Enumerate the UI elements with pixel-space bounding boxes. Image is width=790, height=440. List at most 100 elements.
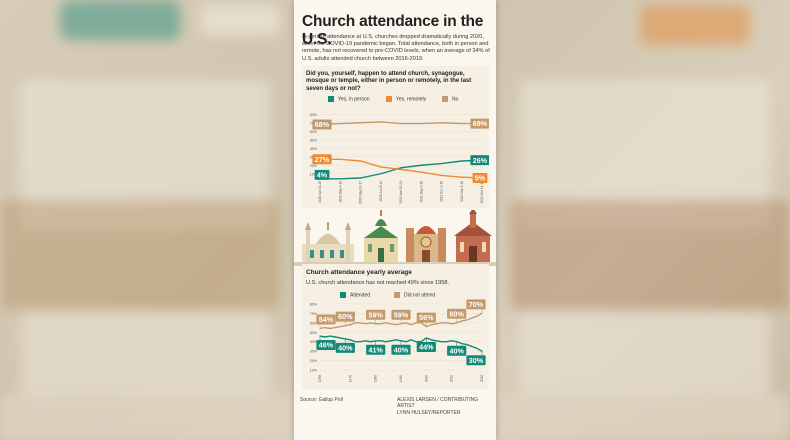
data-label: 70% bbox=[469, 300, 484, 309]
data-label-bg bbox=[447, 345, 467, 356]
data-label: 30% bbox=[469, 356, 484, 365]
y-tick-label: 80% bbox=[310, 302, 318, 306]
data-label-bg bbox=[391, 344, 411, 355]
x-tick-label: 2020 Jun 8-14 bbox=[379, 181, 383, 202]
source-note: Source: Gallup Poll bbox=[300, 397, 343, 403]
data-label: 40% bbox=[338, 343, 353, 352]
data-point bbox=[440, 162, 443, 165]
data-label: 40% bbox=[449, 346, 464, 355]
x-tick-label: 2021 Dec 1-16 bbox=[440, 181, 444, 202]
data-point bbox=[385, 341, 387, 343]
data-label: 59% bbox=[368, 310, 383, 319]
data-point bbox=[390, 323, 392, 325]
legend-swatch bbox=[386, 96, 392, 102]
data-point bbox=[339, 123, 341, 125]
data-label-bg bbox=[470, 155, 489, 166]
data-point bbox=[324, 336, 326, 338]
data-point bbox=[435, 323, 438, 325]
y-tick-label: 60% bbox=[310, 321, 318, 325]
y-tick-label: 20% bbox=[310, 359, 318, 363]
data-label-bg bbox=[472, 173, 488, 183]
data-label: 44% bbox=[419, 343, 434, 352]
data-point bbox=[364, 340, 367, 342]
data-point bbox=[461, 123, 463, 125]
data-label: 69% bbox=[473, 119, 488, 128]
legend-swatch bbox=[340, 292, 346, 298]
x-tick-label: 2010 bbox=[450, 375, 454, 382]
data-point bbox=[461, 320, 463, 322]
data-point bbox=[329, 335, 331, 337]
data-label: 60% bbox=[338, 312, 353, 321]
data-point bbox=[410, 324, 412, 326]
data-point bbox=[359, 341, 362, 343]
data-label-bg bbox=[447, 308, 467, 319]
y-tick-label: 30% bbox=[310, 350, 318, 354]
data-label: 5% bbox=[475, 174, 486, 183]
data-point bbox=[364, 323, 367, 325]
data-point bbox=[435, 340, 438, 342]
page-title: Church attendance in the U.S. bbox=[302, 13, 484, 48]
data-point bbox=[400, 168, 402, 171]
church-green-icon bbox=[364, 210, 398, 262]
data-point bbox=[445, 322, 448, 324]
data-point bbox=[440, 322, 443, 324]
data-point bbox=[354, 322, 357, 324]
data-point bbox=[324, 326, 326, 329]
data-label-bg bbox=[312, 119, 332, 130]
x-tick-label: 2020 May 4-10 bbox=[338, 181, 342, 202]
legend-item-attended: Attended bbox=[340, 292, 370, 298]
data-point bbox=[400, 123, 402, 125]
data-point bbox=[334, 336, 336, 338]
data-point bbox=[410, 339, 412, 341]
data-point bbox=[344, 325, 346, 327]
data-point bbox=[415, 322, 417, 324]
data-label-bg bbox=[366, 309, 386, 320]
y-tick-label: 80% bbox=[310, 113, 318, 117]
x-tick-label: 1980 bbox=[374, 375, 378, 382]
legend-swatch bbox=[442, 96, 448, 102]
data-point bbox=[451, 340, 453, 342]
data-point bbox=[430, 339, 432, 341]
data-point bbox=[420, 171, 422, 173]
data-point bbox=[359, 160, 362, 162]
x-tick-label: 2021 Mar 15-21 bbox=[399, 181, 403, 204]
chart1-panel bbox=[302, 66, 489, 208]
legend-swatch bbox=[328, 96, 334, 102]
chart1-svg: 80%70%60%50%40%30%20%10%2020 Apr 14-2820… bbox=[310, 113, 489, 204]
data-point bbox=[440, 174, 443, 177]
data-point bbox=[339, 178, 341, 180]
data-point bbox=[354, 341, 357, 343]
legend-item-no: No bbox=[442, 96, 458, 102]
data-label-bg bbox=[470, 118, 489, 129]
data-label: 41% bbox=[368, 345, 383, 354]
y-tick-label: 50% bbox=[310, 138, 318, 142]
x-tick-label: 2021 May 3-18 bbox=[419, 181, 423, 202]
data-point bbox=[445, 341, 448, 343]
credit-reporter: LYNN HULSEY/REPORTER bbox=[397, 409, 461, 416]
data-point bbox=[461, 160, 463, 162]
legend-item-did-not-attend: Did not attend bbox=[394, 292, 435, 298]
data-point bbox=[380, 121, 382, 123]
data-label-bg bbox=[466, 355, 486, 366]
data-point bbox=[415, 341, 417, 343]
data-point bbox=[349, 339, 351, 341]
data-point bbox=[390, 340, 392, 342]
data-point bbox=[476, 315, 478, 317]
buildings-illustration bbox=[294, 210, 496, 266]
data-label: 56% bbox=[419, 313, 434, 322]
data-point bbox=[359, 122, 362, 124]
data-point bbox=[466, 319, 468, 321]
chart2-title: Church attendance yearly average bbox=[306, 269, 412, 276]
data-point bbox=[334, 326, 336, 329]
data-point bbox=[400, 167, 402, 169]
chart2-panel bbox=[302, 264, 489, 389]
data-label-bg bbox=[335, 311, 355, 322]
data-point bbox=[359, 322, 362, 324]
y-tick-label: 10% bbox=[310, 369, 318, 373]
legend-label: No bbox=[452, 96, 459, 103]
data-point bbox=[425, 325, 427, 328]
data-point bbox=[440, 341, 443, 343]
data-point bbox=[359, 177, 362, 179]
data-label-bg bbox=[312, 154, 332, 165]
credits: ALEXIS LARSEN / CONTRIBUTING ARTIST LYNN… bbox=[397, 397, 496, 416]
